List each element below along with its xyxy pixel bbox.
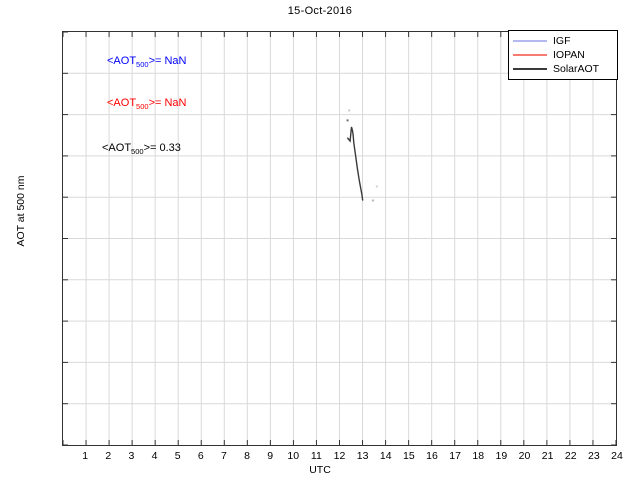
- x-tick-label: 14: [379, 450, 392, 462]
- annotation-subscript: 500: [136, 59, 149, 69]
- annotation-prefix: <AOT: [102, 142, 132, 154]
- data-layer: [346, 109, 378, 202]
- x-tick-label: 10: [287, 450, 300, 462]
- x-tick-label: 2: [105, 450, 112, 462]
- x-tick-label: 17: [449, 450, 461, 462]
- legend-label: IOPAN: [553, 49, 585, 61]
- annotation-suffix: >=: [143, 142, 160, 154]
- x-tick-label: 18: [472, 450, 485, 462]
- legend-item-solaraot[interactable]: SolarAOT: [509, 62, 617, 76]
- x-tick-label: 15: [403, 450, 415, 462]
- legend-swatch-icon: [513, 54, 547, 56]
- x-tick-label: 24: [611, 450, 623, 462]
- x-tick-label: 12: [333, 450, 346, 462]
- x-tick-label: 22: [564, 450, 577, 462]
- x-tick-label: 13: [356, 450, 369, 462]
- x-tick-label: 1: [82, 450, 89, 462]
- x-tick-label: 16: [426, 450, 438, 462]
- x-tick-label: 7: [220, 450, 227, 462]
- plot-area: [62, 31, 617, 446]
- y-axis-label: AOT at 500 nm: [15, 175, 27, 247]
- x-tick-label: 19: [495, 450, 508, 462]
- legend: IGF IOPAN SolarAOT: [508, 30, 618, 80]
- annotation-suffix: >=: [148, 55, 165, 67]
- x-axis-label: UTC: [309, 464, 331, 476]
- legend-item-igf[interactable]: IGF: [509, 34, 617, 48]
- legend-swatch-icon: [513, 68, 547, 70]
- x-tick-label: 21: [541, 450, 554, 462]
- x-tick-label: 4: [151, 450, 158, 462]
- x-tick-label: 3: [128, 450, 135, 462]
- x-tick-label: 9: [267, 450, 274, 462]
- page-title: 15-Oct-2016: [287, 5, 353, 17]
- annotation-suffix: >=: [148, 97, 165, 109]
- x-tick-label: 8: [244, 450, 250, 462]
- legend-item-iopan[interactable]: IOPAN: [509, 48, 617, 62]
- annotation-value: NaN: [164, 55, 187, 67]
- legend-label: SolarAOT: [553, 63, 600, 75]
- annotation-subscript: 500: [131, 146, 144, 156]
- annotation-prefix: <AOT: [107, 97, 137, 109]
- annotation-solaraot-mean: <AOT500>= 0.33: [102, 142, 181, 156]
- annotation-igf-mean: <AOT500>= NaN: [107, 55, 187, 69]
- x-tick-label: 6: [197, 450, 204, 462]
- legend-label: IGF: [553, 35, 571, 47]
- annotation-value: NaN: [164, 97, 187, 109]
- x-tick-label: 20: [518, 450, 531, 462]
- x-tick-label: 23: [588, 450, 600, 462]
- annotation-prefix: <AOT: [107, 55, 137, 67]
- x-tick-label: 11: [310, 450, 322, 462]
- annotation-subscript: 500: [136, 101, 149, 111]
- annotation-value: 0.33: [159, 142, 181, 154]
- gridlines: [62, 31, 617, 446]
- x-tick-label: 5: [174, 450, 181, 462]
- annotation-iopan-mean: <AOT500>= NaN: [107, 97, 187, 111]
- legend-swatch-icon: [513, 40, 547, 42]
